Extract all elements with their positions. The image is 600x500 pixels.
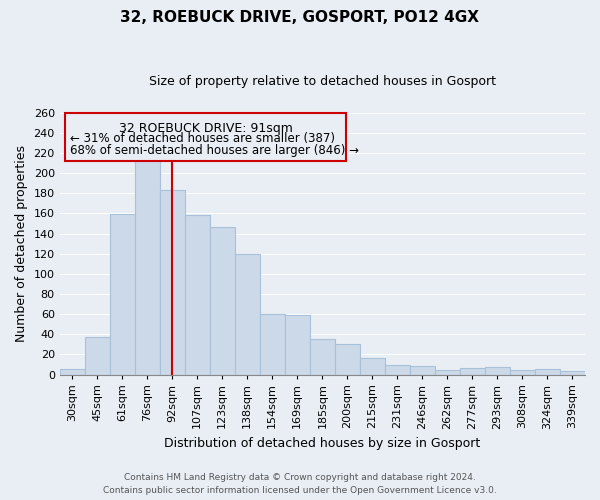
Bar xyxy=(59,370,85,374)
FancyBboxPatch shape xyxy=(65,113,346,161)
Bar xyxy=(435,370,460,374)
Bar xyxy=(210,226,235,374)
Title: Size of property relative to detached houses in Gosport: Size of property relative to detached ho… xyxy=(149,75,496,88)
Text: 32, ROEBUCK DRIVE, GOSPORT, PO12 4GX: 32, ROEBUCK DRIVE, GOSPORT, PO12 4GX xyxy=(121,10,479,25)
Bar xyxy=(285,315,310,374)
Bar xyxy=(110,214,135,374)
Bar xyxy=(335,344,360,374)
Bar xyxy=(560,372,585,374)
Bar xyxy=(185,216,210,374)
Bar xyxy=(85,338,110,374)
Text: 32 ROEBUCK DRIVE: 91sqm: 32 ROEBUCK DRIVE: 91sqm xyxy=(119,122,292,135)
Y-axis label: Number of detached properties: Number of detached properties xyxy=(15,145,28,342)
Bar xyxy=(310,340,335,374)
Bar xyxy=(460,368,485,374)
Bar xyxy=(385,366,410,374)
Text: Contains HM Land Registry data © Crown copyright and database right 2024.
Contai: Contains HM Land Registry data © Crown c… xyxy=(103,473,497,495)
Bar xyxy=(260,314,285,374)
Text: ← 31% of detached houses are smaller (387): ← 31% of detached houses are smaller (38… xyxy=(70,132,335,145)
Bar xyxy=(360,358,385,374)
Bar xyxy=(235,254,260,374)
Bar xyxy=(535,370,560,374)
Text: 68% of semi-detached houses are larger (846) →: 68% of semi-detached houses are larger (… xyxy=(70,144,359,157)
Bar xyxy=(510,370,535,374)
Bar xyxy=(135,153,160,374)
Bar xyxy=(160,190,185,374)
Bar xyxy=(485,368,510,374)
Bar xyxy=(410,366,435,374)
X-axis label: Distribution of detached houses by size in Gosport: Distribution of detached houses by size … xyxy=(164,437,481,450)
